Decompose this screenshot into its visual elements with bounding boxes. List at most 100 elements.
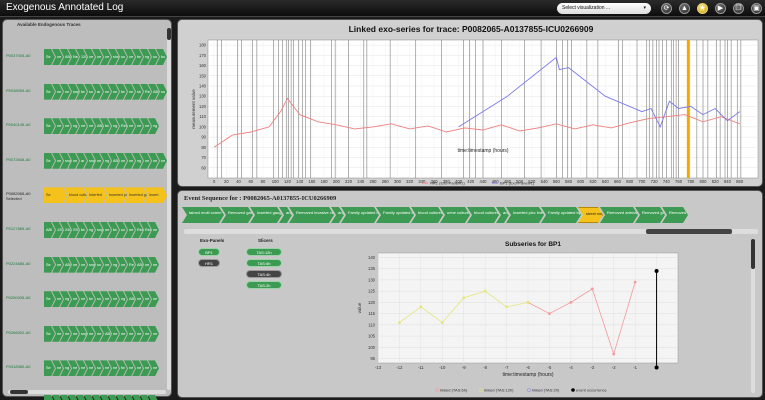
trace-event-chevron[interactable]: ne [84, 326, 95, 342]
event-panel-scrollbar[interactable] [751, 239, 755, 393]
trace-event-chevron[interactable]: fw [100, 118, 111, 134]
trace-event-chevron[interactable]: fw [132, 49, 143, 65]
trace-event-chevron[interactable]: ne [124, 49, 135, 65]
refresh-icon[interactable]: ⟳ [661, 3, 672, 14]
event-chevron[interactable]: sheet note [578, 207, 603, 223]
trace-event-chevron[interactable]: ne [68, 360, 79, 376]
flask-icon[interactable]: ▲ [679, 3, 690, 14]
trace-event-chevron[interactable]: Re [140, 84, 151, 100]
scrollbar-thumb[interactable] [167, 28, 171, 40]
trace-row[interactable]: P0330481-A0SenenengneneneneABInenenenene [6, 391, 166, 400]
trace-event-chevron[interactable]: ne [100, 395, 111, 400]
trace-event-chevron[interactable]: ne [108, 291, 119, 307]
trace-event-chevron[interactable]: ne [140, 153, 151, 169]
trace-row[interactable]: P0038059-A0 Se ne ne sng fw so ar ne ne fw ne sh Re AB… [6, 80, 166, 104]
window-icon[interactable]: ▣ [751, 3, 762, 14]
trace-event-chevron[interactable]: ne [148, 153, 159, 169]
trace-event-chevron[interactable]: sng [92, 222, 103, 238]
event-chevron[interactable]: Removed g [662, 207, 688, 223]
trace-event-chevron[interactable]: Se [44, 326, 55, 342]
trace-event-chevron[interactable]: so [116, 49, 127, 65]
trace-event-chevron[interactable]: Se [44, 153, 55, 169]
trace-event-chevron[interactable]: sng [76, 326, 87, 342]
trace-event-chevron[interactable]: ne [52, 360, 63, 376]
trace-event-chevron[interactable]: so [116, 222, 127, 238]
trace-event-chevron[interactable]: ng [68, 395, 79, 400]
trace-event-chevron[interactable]: ABI [108, 395, 119, 400]
trace-event-chevron[interactable]: ne [60, 118, 71, 134]
trace-event-chevron[interactable]: Se [44, 360, 55, 376]
event-chevron[interactable]: Family updated by ma [376, 207, 414, 223]
trace-event-chevron[interactable]: ne [148, 395, 159, 400]
trace-event-chevron[interactable]: sh [132, 84, 143, 100]
trace-event-chevron[interactable]: so [92, 360, 103, 376]
event-chevron[interactable]: Removed arterial line [600, 207, 638, 223]
trace-event-chevron[interactable]: ne [116, 395, 127, 400]
trace-event-chevron[interactable]: Inserted gauge [124, 187, 147, 203]
trace-event-chevron[interactable]: ne [140, 291, 151, 307]
trace-event-chevron[interactable]: ne [84, 118, 95, 134]
trace-event-chevron[interactable]: ne [52, 49, 63, 65]
trace-event-chevron[interactable]: Se [44, 118, 55, 134]
scrollbar-thumb[interactable] [10, 390, 28, 394]
trace-event-chevron[interactable]: Se [44, 187, 67, 203]
trace-event-chevron[interactable]: ne [76, 360, 87, 376]
trace-event-chevron[interactable]: ne [92, 395, 103, 400]
trace-list-scrollbar[interactable] [167, 28, 171, 390]
trace-event-chevron[interactable]: ABI [132, 257, 143, 273]
trace-event-chevron[interactable]: fw [76, 84, 87, 100]
trace-row[interactable]: P0224685-A0 Se ne ABI ne ne sng so ne ng ne Re ABI ne… [6, 253, 166, 277]
trace-row[interactable]: P0040145-A0SenenengneneABIfwngRemnenenen… [6, 114, 166, 138]
event-chevron[interactable]: ang [331, 207, 344, 223]
trace-event-chevron[interactable]: ne [108, 84, 119, 100]
trace-event-chevron[interactable]: ne [108, 360, 119, 376]
exo-panel-button[interactable]: BP1 [198, 248, 220, 256]
trace-event-chevron[interactable]: ne [100, 84, 111, 100]
trace-event-chevron[interactable]: so [84, 84, 95, 100]
trace-event-chevron[interactable]: bo [156, 49, 167, 65]
trace-event-chevron[interactable]: ABI [60, 257, 71, 273]
scrollbar-thumb[interactable] [751, 239, 755, 269]
trace-event-chevron[interactable]: ar [92, 84, 103, 100]
trace-event-chevron[interactable]: Interfed [84, 187, 107, 203]
trace-event-chevron[interactable]: ne [60, 395, 71, 400]
trace-event-chevron[interactable]: ABI [124, 291, 135, 307]
trace-event-chevron[interactable]: ne [76, 257, 87, 273]
trace-event-chevron[interactable]: ne [52, 84, 63, 100]
event-chevron[interactable]: Family updated by ro [541, 207, 581, 223]
trace-event-chevron[interactable]: ne [60, 84, 71, 100]
trace-event-chevron[interactable]: ne [124, 222, 135, 238]
trace-event-chevron[interactable]: Re [124, 257, 135, 273]
trace-event-chevron[interactable]: Rem [132, 222, 143, 238]
trace-event-chevron[interactable]: ABI [60, 49, 71, 65]
trace-event-chevron[interactable]: ng [60, 360, 71, 376]
trace-event-chevron[interactable]: ne [68, 153, 79, 169]
trace-event-chevron[interactable]: ng [116, 291, 127, 307]
trace-event-chevron[interactable]: Se [44, 49, 55, 65]
trace-row[interactable]: P0127865-A0ABI120240SSSfwngsngnefwsoneRe… [6, 218, 166, 242]
trace-event-chevron[interactable]: ne [52, 326, 63, 342]
slicer-button[interactable]: TAS:4h [246, 270, 282, 278]
trace-event-chevron[interactable]: ne [100, 360, 111, 376]
trace-event-chevron[interactable]: ne [140, 118, 151, 134]
copy-icon[interactable]: ❐ [733, 3, 744, 14]
trace-event-chevron[interactable]: fw [116, 360, 127, 376]
trace-event-chevron[interactable]: ne [124, 153, 135, 169]
trace-event-chevron[interactable]: ne [148, 222, 159, 238]
trace-event-chevron[interactable]: ne [124, 326, 135, 342]
trace-event-chevron[interactable]: so [148, 49, 159, 65]
trace-event-chevron[interactable]: so [156, 84, 167, 100]
trace-event-chevron[interactable]: SSS [68, 222, 79, 238]
trace-event-chevron[interactable]: ne [124, 118, 135, 134]
trace-event-chevron[interactable]: sng [68, 84, 79, 100]
play-icon[interactable]: ▶ [715, 3, 726, 14]
trace-event-chevron[interactable]: ne [116, 153, 127, 169]
trace-event-chevron[interactable]: Ne [68, 49, 79, 65]
trace-row[interactable]: P0266002-A0 Se ne ne ne sng ne ne ABI ne ne ne ne ne n… [6, 322, 166, 346]
trace-event-chevron[interactable]: ar [76, 153, 87, 169]
event-chevron[interactable]: Removed gauge [221, 207, 253, 223]
trace-event-chevron[interactable]: ne [116, 326, 127, 342]
trace-event-chevron[interactable]: ne [132, 326, 143, 342]
trace-event-chevron[interactable]: ne [140, 395, 151, 400]
trace-event-chevron[interactable]: 120 [76, 49, 87, 65]
